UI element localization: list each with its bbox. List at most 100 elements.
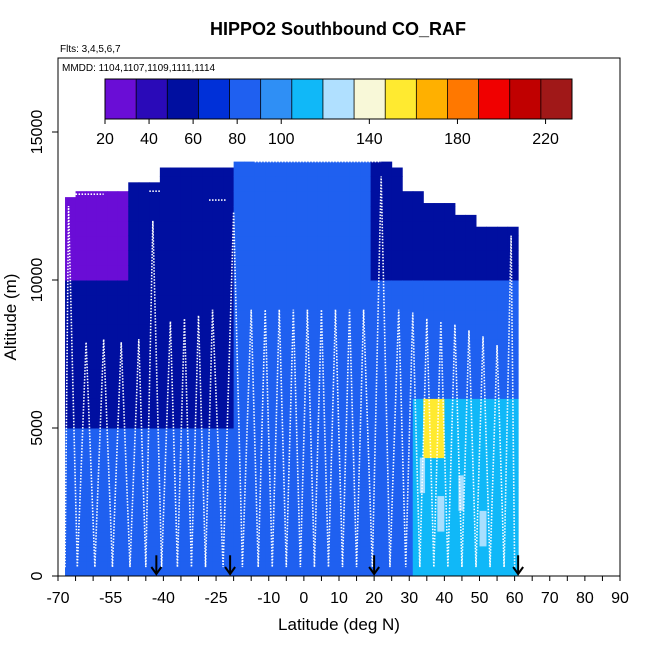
- heatmap-cell: [370, 442, 382, 459]
- heatmap-cell: [117, 413, 129, 429]
- heatmap-cell: [507, 226, 519, 237]
- heatmap-cell: [117, 516, 129, 533]
- heatmap-cell: [402, 516, 414, 533]
- heatmap-cell: [223, 324, 235, 340]
- heatmap-cell: [402, 265, 414, 281]
- heatmap-cell: [244, 354, 256, 370]
- heatmap-cell: [202, 176, 214, 192]
- colorbar-tick-label: 100: [268, 131, 295, 148]
- heatmap-cell: [202, 280, 214, 296]
- heatmap-cell: [381, 339, 393, 355]
- heatmap-cell: [254, 220, 266, 237]
- heatmap-cell: [412, 398, 424, 414]
- heatmap-cell: [202, 383, 214, 399]
- heatmap-cell: [328, 561, 340, 577]
- heatmap-cell: [254, 516, 266, 533]
- heatmap-cell: [360, 235, 372, 251]
- heatmap-cell: [381, 428, 393, 444]
- heatmap-cell: [486, 472, 498, 488]
- heatmap-cell: [433, 398, 445, 414]
- heatmap-cell: [360, 265, 372, 281]
- heatmap-cell: [65, 368, 77, 385]
- heatmap-cell: [381, 250, 393, 266]
- heatmap-cell: [296, 250, 308, 266]
- heatmap-cell: [360, 472, 372, 488]
- heatmap-cell: [107, 191, 119, 207]
- heatmap-cell: [65, 206, 77, 222]
- heatmap-cell: [275, 546, 287, 562]
- heatmap-cell: [65, 220, 77, 237]
- heatmap-cell: [317, 531, 329, 547]
- heatmap-cell: [223, 280, 235, 296]
- heatmap-cell: [117, 546, 129, 562]
- heatmap-cell: [402, 442, 414, 459]
- heatmap-cell: [128, 250, 140, 266]
- heatmap-cell: [180, 457, 192, 473]
- heatmap-cell: [412, 428, 424, 444]
- heatmap-cell: [159, 339, 171, 355]
- heatmap-cell: [433, 531, 445, 547]
- heatmap-cell: [233, 383, 245, 399]
- heatmap-cell: [402, 561, 414, 577]
- heatmap-cell: [149, 413, 161, 429]
- heatmap-cell: [402, 413, 414, 429]
- heatmap-cell: [475, 442, 488, 459]
- heatmap-cell: [170, 250, 182, 266]
- heatmap-cell: [381, 206, 393, 222]
- heatmap-cell: [381, 472, 393, 488]
- heatmap-cell: [339, 294, 351, 311]
- heatmap-cell: [454, 442, 466, 459]
- heatmap-cell: [170, 265, 182, 281]
- heatmap-cell: [107, 339, 119, 355]
- heatmap-cell: [412, 368, 424, 385]
- heatmap-cell: [275, 176, 287, 192]
- heatmap-cell: [75, 457, 87, 473]
- heatmap-cell: [233, 354, 245, 370]
- heatmap-cell: [497, 324, 509, 340]
- heatmap-cell: [391, 250, 403, 266]
- heatmap-cell: [475, 309, 488, 325]
- heatmap-cell: [391, 413, 403, 429]
- heatmap-cell: [180, 250, 192, 266]
- heatmap-cell: [265, 235, 277, 251]
- heatmap-cell: [349, 502, 361, 518]
- colorbar-swatch: [478, 79, 511, 119]
- heatmap-cell: [128, 280, 140, 296]
- heatmap-cell: [286, 324, 298, 340]
- heatmap-cell: [381, 161, 393, 177]
- heatmap-cell: [317, 294, 329, 311]
- heatmap-cell: [486, 457, 498, 473]
- heatmap-cell: [96, 235, 108, 251]
- heatmap-cell: [412, 413, 424, 429]
- heatmap-cell: [307, 280, 319, 296]
- heatmap-cell: [170, 339, 182, 355]
- heatmap-cell: [307, 442, 319, 459]
- heatmap-cell: [507, 250, 519, 266]
- heatmap-cell: [65, 442, 77, 459]
- heatmap-cell: [444, 472, 456, 488]
- heatmap-cell: [286, 265, 298, 281]
- heatmap-cell: [328, 161, 340, 177]
- heatmap-cell: [444, 250, 456, 266]
- heatmap-cell: [360, 250, 372, 266]
- heatmap-cell: [370, 546, 382, 562]
- heatmap-cell: [402, 531, 414, 547]
- heatmap-cell: [86, 561, 98, 577]
- heatmap-cell: [423, 531, 435, 547]
- heatmap-cell: [475, 487, 488, 503]
- x-axis-label: Latitude (deg N): [278, 615, 400, 634]
- heatmap-cell: [65, 487, 77, 503]
- heatmap-cell: [254, 546, 266, 562]
- heatmap-cell: [444, 309, 456, 325]
- heatmap-cell: [191, 265, 203, 281]
- heatmap-cell: [149, 206, 161, 222]
- heatmap-cell: [117, 472, 129, 488]
- heatmap-cell: [349, 428, 361, 444]
- heatmap-cell: [454, 368, 466, 385]
- heatmap-cell: [202, 531, 214, 547]
- heatmap-cell: [265, 324, 277, 340]
- heatmap-cell: [138, 531, 150, 547]
- heatmap-cell: [349, 546, 361, 562]
- heatmap-cell: [391, 354, 403, 370]
- heatmap-cell: [117, 265, 129, 281]
